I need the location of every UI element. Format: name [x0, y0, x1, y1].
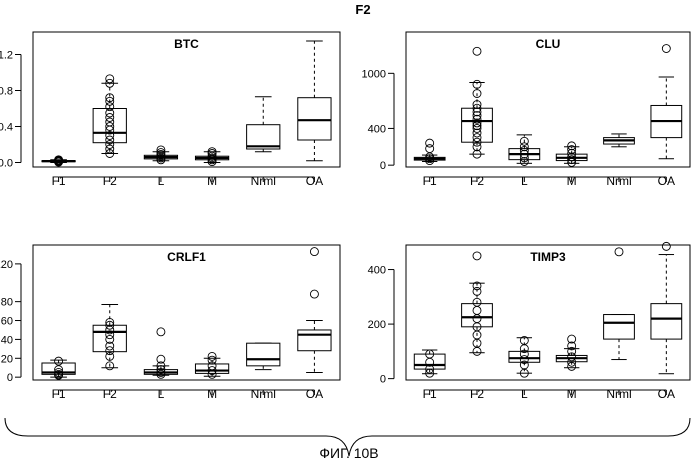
box-m: [556, 335, 587, 370]
x-tick-label: OA: [306, 387, 323, 401]
y-tick-label: 0.0: [0, 158, 13, 170]
box-l: [509, 336, 540, 377]
chart-panel-clu: CLU 0 400 1000 F1 F2 L M Nrml OA: [362, 32, 690, 188]
x-tick-label: M: [207, 174, 217, 188]
chart-panel-btc: BTC 0.0 0.4 0.8 1.2 F1 F2 L M Nrml OA: [0, 32, 340, 188]
x-tick-label: OA: [658, 174, 675, 188]
x-tick-label: Nrml: [251, 387, 276, 401]
x-tick-label: M: [567, 387, 577, 401]
data-point: [473, 47, 481, 55]
x-tick-label: F2: [103, 174, 117, 188]
data-point: [157, 328, 165, 336]
y-tick-label: 1.2: [0, 50, 13, 62]
chart-title: CLU: [536, 37, 561, 51]
box-oa: [651, 45, 682, 159]
box-l: [144, 328, 177, 378]
box-m: [195, 148, 228, 166]
y-tick-label: 80: [1, 297, 13, 309]
y-tick-label: 200: [368, 319, 386, 331]
box-f2: [93, 75, 126, 158]
data-point: [310, 248, 318, 256]
y-tick-label: 0.8: [0, 86, 13, 98]
y-tick-label: 60: [1, 316, 13, 328]
x-tick-label: M: [207, 387, 217, 401]
box-oa: [298, 248, 331, 373]
box-m: [195, 352, 228, 378]
x-tick-label: F1: [423, 387, 437, 401]
chart-title: CRLF1: [167, 250, 206, 264]
x-tick-label: F2: [103, 387, 117, 401]
x-tick-label: Nrml: [606, 174, 631, 188]
x-tick-label: F2: [470, 174, 484, 188]
data-point: [473, 80, 481, 88]
plot-frame: [33, 32, 340, 167]
data-point: [473, 252, 481, 260]
y-tick-label: 1000: [362, 68, 386, 80]
box-f1: [414, 350, 445, 377]
data-point: [662, 45, 670, 53]
box-iqr: [195, 364, 228, 373]
box-iqr: [604, 315, 635, 340]
box-f2: [93, 304, 126, 369]
x-tick-label: F1: [52, 387, 66, 401]
x-tick-label: L: [158, 387, 165, 401]
plot-frame: [406, 245, 690, 380]
box-oa: [298, 41, 331, 161]
box-m: [556, 142, 587, 167]
y-tick-label: 400: [368, 265, 386, 277]
data-point: [106, 75, 114, 83]
box-l: [509, 135, 540, 166]
box-iqr: [651, 304, 682, 339]
data-point: [662, 242, 670, 250]
box-l: [144, 146, 177, 164]
x-tick-label: M: [567, 174, 577, 188]
x-tick-label: L: [158, 174, 165, 188]
chart-title: TIMP3: [530, 250, 566, 264]
figure-caption: ФИГ. 10B: [319, 445, 378, 461]
box-f1: [42, 357, 75, 379]
chart-panels: BTC0.00.40.81.2F1F2LMNrmlOACLU04001000F1…: [0, 32, 690, 401]
box-f2: [462, 252, 493, 355]
x-tick-label: F1: [52, 174, 66, 188]
y-tick-label: 0.4: [0, 122, 13, 134]
x-tick-label: OA: [306, 174, 323, 188]
box-f2: [462, 47, 493, 158]
box-nrml: [247, 343, 280, 369]
box-iqr: [298, 330, 331, 351]
y-tick-label: 20: [1, 353, 13, 365]
x-tick-label: Nrml: [251, 174, 276, 188]
box-iqr: [247, 343, 280, 366]
plot-frame: [406, 32, 690, 167]
x-tick-label: L: [521, 387, 528, 401]
x-tick-label: F1: [423, 174, 437, 188]
x-tick-label: OA: [658, 387, 675, 401]
chart-panel-timp3: TIMP3 0 200 400 F1 F2 L M Nrml OA: [368, 242, 690, 401]
y-tick-label: 400: [368, 123, 386, 135]
data-point: [310, 290, 318, 298]
data-point: [426, 139, 434, 147]
box-nrml: [604, 134, 635, 147]
box-f1: [42, 156, 75, 166]
box-iqr: [462, 304, 493, 327]
chart-title: BTC: [174, 37, 199, 51]
y-tick-label: 0: [380, 160, 386, 172]
y-tick-label: 0: [380, 374, 386, 386]
box-nrml: [247, 97, 280, 152]
figure-title: F2: [355, 2, 370, 17]
box-oa: [651, 242, 682, 373]
plot-frame: [33, 245, 340, 380]
box-nrml: [604, 248, 635, 360]
x-tick-label: F2: [470, 387, 484, 401]
y-tick-label: 0: [7, 372, 13, 384]
box-iqr: [298, 98, 331, 140]
y-tick-label: 40: [1, 334, 13, 346]
chart-panel-crlf1: CRLF1 0 20 40 60 80 120 F1 F2 L M Nrml OA: [0, 245, 340, 401]
box-iqr: [414, 354, 445, 369]
y-tick-label: 120: [0, 259, 13, 271]
x-tick-label: Nrml: [606, 387, 631, 401]
data-point: [615, 248, 623, 256]
box-f1: [414, 139, 445, 164]
x-tick-label: L: [521, 174, 528, 188]
